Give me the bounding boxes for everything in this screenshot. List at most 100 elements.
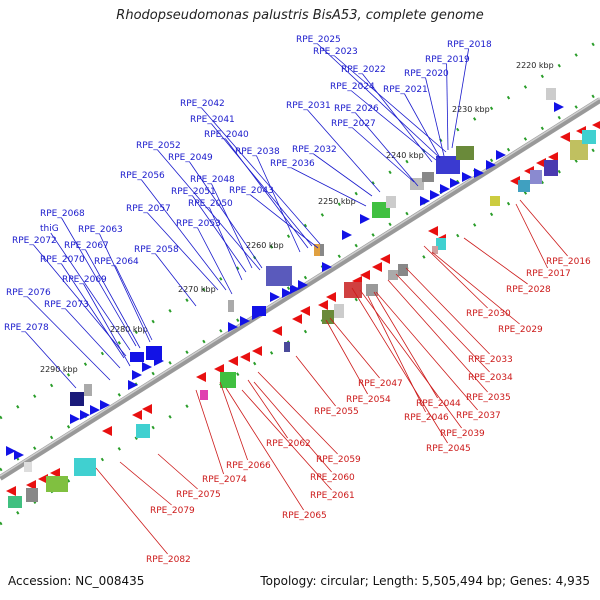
gene-block: [436, 238, 446, 250]
gene-label-reverse: RPE_2055: [314, 407, 359, 417]
gene-reverse-arrow: [252, 346, 262, 356]
leader-line: [257, 371, 338, 455]
gene-forward-arrow: [290, 284, 300, 294]
gene-label-forward: RPE_2067: [64, 241, 109, 251]
leader-line: [351, 90, 437, 161]
gene-block: [266, 266, 292, 286]
leader-line: [515, 203, 548, 269]
leader-line: [451, 48, 469, 149]
gene-label-forward: RPE_2070: [40, 255, 85, 265]
accession-text: Accession: NC_008435: [8, 574, 145, 588]
gene-label-forward: RPE_2021: [383, 85, 428, 95]
gene-label-forward: RPE_2036: [270, 159, 315, 169]
gene-block: [334, 304, 344, 318]
gene-label-forward: RPE_2049: [168, 153, 213, 163]
gene-label-reverse: RPE_2044: [416, 399, 461, 409]
gene-label-reverse: RPE_2061: [310, 491, 355, 501]
leader-line: [317, 43, 441, 159]
gene-label-forward: RPE_2063: [78, 225, 123, 235]
gene-forward-arrow: [430, 190, 440, 200]
gene-block: [24, 462, 32, 472]
gene-block: [228, 300, 234, 312]
scale-tick-label: 2280 kbp: [110, 325, 148, 334]
gene-reverse-arrow: [38, 474, 48, 484]
gene-reverse-arrow: [428, 226, 438, 236]
gene-forward-arrow: [342, 230, 352, 240]
leader-line: [253, 381, 332, 473]
leader-line: [209, 207, 243, 281]
gene-reverse-arrow: [548, 152, 558, 162]
gene-block: [200, 390, 208, 400]
gene-label-forward: RPE_2019: [425, 55, 470, 65]
gene-label-forward: RPE_2058: [134, 245, 179, 255]
gene-label-forward: RPE_2076: [6, 288, 51, 298]
gene-block: [518, 180, 530, 192]
leader-line: [195, 389, 224, 475]
gene-label-reverse: RPE_2029: [498, 325, 543, 335]
leader-line: [61, 217, 137, 347]
leader-line: [189, 161, 263, 269]
leader-line: [247, 379, 288, 439]
leader-line: [197, 227, 233, 295]
leader-line: [519, 199, 568, 257]
gene-label-reverse: RPE_2066: [226, 461, 271, 471]
gene-forward-arrow: [100, 400, 110, 410]
gene-block: [432, 246, 438, 254]
gene-label-reverse: RPE_2060: [310, 473, 355, 483]
leader-line: [256, 155, 301, 253]
gene-block: [546, 88, 556, 100]
gene-reverse-arrow: [214, 364, 224, 374]
gene-block: [136, 424, 150, 438]
gene-forward-arrow: [132, 370, 142, 380]
gene-reverse-arrow: [372, 262, 382, 272]
leader-line: [141, 179, 227, 291]
leader-line: [219, 381, 248, 461]
gene-block: [70, 392, 84, 406]
gene-label-reverse: RPE_2075: [176, 490, 221, 500]
leader-line: [313, 153, 373, 197]
gene-block: [544, 160, 558, 176]
leader-line: [65, 308, 121, 369]
gene-label-forward: RPE_2052: [136, 141, 181, 151]
gene-reverse-arrow: [360, 270, 370, 280]
gene-label-forward: RPE_2064: [94, 257, 139, 267]
gene-label-reverse: RPE_2045: [426, 444, 471, 454]
gene-label-forward: RPE_2069: [62, 275, 107, 285]
leader-line: [50, 232, 131, 351]
leader-line: [359, 289, 462, 429]
leader-line: [355, 112, 419, 187]
leader-line: [446, 63, 449, 151]
leader-line: [155, 253, 197, 307]
gene-label-reverse: RPE_2030: [466, 309, 511, 319]
map-title: Rhodopseudomonas palustris BisA53, compl…: [116, 8, 484, 23]
gene-label-reverse: RPE_2037: [456, 411, 501, 421]
leader-line: [329, 317, 380, 379]
gene-label-forward: RPE_2040: [204, 130, 249, 140]
gene-label-reverse: RPE_2074: [202, 475, 247, 485]
leader-line: [395, 273, 490, 373]
gene-label-reverse: RPE_2035: [466, 393, 511, 403]
leader-line: [27, 296, 111, 381]
gene-label-forward: RPE_2038: [235, 147, 280, 157]
scale-tick-label: 2270 kbp: [178, 285, 216, 294]
gene-block: [74, 458, 96, 476]
gene-block: [130, 352, 144, 362]
gene-block: [366, 284, 378, 296]
leader-line: [291, 167, 367, 207]
leader-line: [367, 295, 426, 413]
gene-label-reverse: RPE_2065: [282, 511, 327, 521]
gene-label-forward: RPE_2072: [12, 236, 57, 246]
gene-block: [530, 170, 542, 184]
gene-label-forward: RPE_2043: [229, 186, 274, 196]
gene-forward-arrow: [450, 178, 460, 188]
gene-label-forward: RPE_2026: [334, 104, 379, 114]
gene-block: [422, 172, 434, 182]
topology-summary: Topology: circular; Length: 5,505,494 bp…: [260, 574, 590, 588]
gene-reverse-arrow: [300, 306, 310, 316]
gene-forward-arrow: [420, 196, 430, 206]
gene-label-forward: RPE_2051: [171, 187, 216, 197]
leader-line: [241, 389, 332, 491]
gene-block: [220, 372, 236, 388]
gene-reverse-arrow: [272, 326, 282, 336]
gene-forward-arrow: [240, 316, 250, 326]
